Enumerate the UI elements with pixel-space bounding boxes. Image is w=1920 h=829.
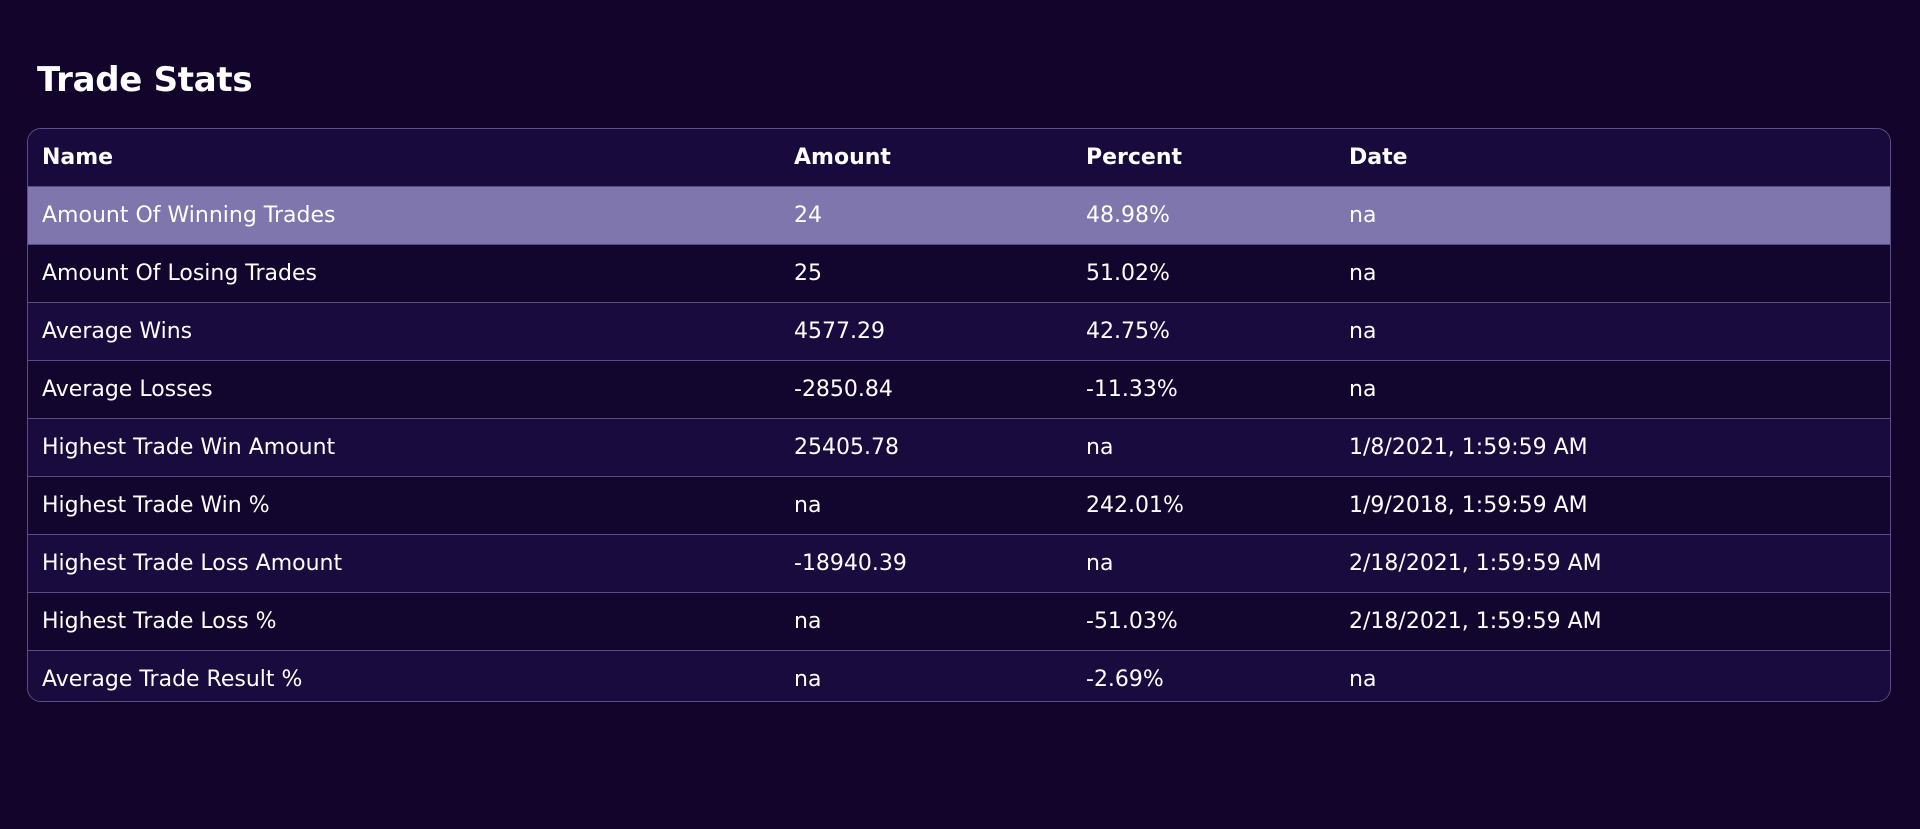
cell-percent: na [1086,551,1114,576]
cell-date: 1/8/2021, 1:59:59 AM [1349,435,1588,460]
cell-date: na [1349,261,1377,286]
cell-percent: 51.02% [1086,261,1170,286]
cell-amount: na [794,609,822,634]
cell-date: 2/18/2021, 1:59:59 AM [1349,551,1602,576]
cell-name: Highest Trade Loss Amount [42,551,343,576]
cell-date: na [1349,666,1377,692]
cell-amount: 25405.78 [794,435,899,460]
cell-amount: 24 [794,203,822,228]
cell-percent: na [1086,435,1114,460]
table-row[interactable]: Highest Trade Win Amount 25405.78 na 1/8… [28,418,1890,477]
table-row[interactable]: Highest Trade Loss Amount -18940.39 na 2… [28,534,1890,593]
cell-name: Highest Trade Win Amount [42,435,336,460]
cell-date: na [1349,319,1377,344]
cell-date: na [1349,377,1377,402]
cell-percent: -2.69% [1086,666,1164,692]
cell-amount: na [794,493,822,518]
page-title: Trade Stats [37,60,253,100]
cell-name: Highest Trade Win % [42,493,270,518]
table-row[interactable]: Average Wins 4577.29 42.75% na [28,302,1890,361]
cell-name: Amount Of Losing Trades [42,261,317,286]
header-percent: Percent [1072,129,1335,187]
cell-amount: 25 [794,261,822,286]
cell-amount: -18940.39 [794,551,907,576]
trade-stats-table-container: Name Amount Percent Date Amount Of Winni… [27,128,1891,702]
cell-percent: 48.98% [1086,203,1170,228]
cell-percent: -51.03% [1086,609,1178,634]
cell-date: 2/18/2021, 1:59:59 AM [1349,609,1602,634]
cell-percent: 42.75% [1086,319,1170,344]
cell-name: Average Wins [42,319,193,344]
header-name: Name [28,129,780,187]
cell-name: Amount Of Winning Trades [42,203,336,228]
table-row[interactable]: Amount Of Winning Trades 24 48.98% na [28,186,1890,245]
table-row[interactable]: Highest Trade Loss % na -51.03% 2/18/202… [28,592,1890,651]
cell-amount: na [794,666,822,692]
cell-name: Average Losses [42,377,213,402]
cell-amount: -2850.84 [794,377,893,402]
cell-name: Average Trade Result % [42,666,303,692]
cell-amount: 4577.29 [794,319,885,344]
cell-percent: -11.33% [1086,377,1178,402]
cell-name: Highest Trade Loss % [42,609,277,634]
table-row[interactable]: Highest Trade Win % na 242.01% 1/9/2018,… [28,476,1890,535]
table-header-row: Name Amount Percent Date [28,129,1890,187]
trade-stats-table: Name Amount Percent Date Amount Of Winni… [28,129,1890,701]
cell-date: 1/9/2018, 1:59:59 AM [1349,493,1588,518]
cell-date: na [1349,203,1377,228]
header-amount: Amount [780,129,1072,187]
header-date: Date [1335,129,1890,187]
table-row[interactable]: Average Losses -2850.84 -11.33% na [28,360,1890,419]
table-row[interactable]: Average Trade Result % na -2.69% na [28,650,1890,701]
table-row[interactable]: Amount Of Losing Trades 25 51.02% na [28,244,1890,303]
cell-percent: 242.01% [1086,493,1184,518]
